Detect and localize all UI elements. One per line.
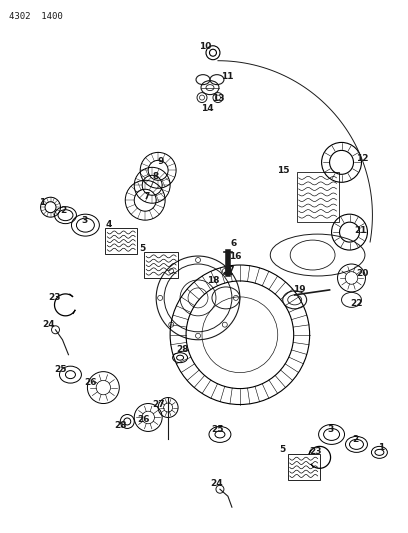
- Text: 6: 6: [231, 239, 237, 248]
- Text: 21: 21: [354, 225, 367, 235]
- Text: 24: 24: [211, 479, 223, 488]
- Text: 9: 9: [158, 157, 164, 166]
- Text: 2: 2: [60, 206, 67, 215]
- Text: 11: 11: [221, 72, 233, 81]
- Text: 14: 14: [201, 104, 213, 113]
- Text: 15: 15: [277, 166, 290, 175]
- Text: 25: 25: [212, 425, 224, 434]
- Text: 17: 17: [222, 266, 234, 276]
- Text: 2: 2: [353, 435, 359, 444]
- Text: 13: 13: [212, 94, 224, 103]
- Text: 28: 28: [114, 421, 126, 430]
- Bar: [288, 454, 319, 480]
- Text: 26: 26: [137, 415, 149, 424]
- Text: 22: 22: [350, 300, 363, 309]
- Text: 8: 8: [152, 172, 158, 181]
- Text: 23: 23: [48, 293, 61, 302]
- Text: 25: 25: [54, 365, 67, 374]
- Text: 10: 10: [199, 42, 211, 51]
- Text: 16: 16: [228, 252, 241, 261]
- Text: 28: 28: [176, 345, 188, 354]
- Text: 5: 5: [279, 445, 286, 454]
- Text: 4: 4: [105, 220, 111, 229]
- Text: 3: 3: [328, 425, 334, 434]
- Text: 1: 1: [378, 443, 384, 452]
- Text: 5: 5: [139, 244, 145, 253]
- Bar: [297, 172, 339, 222]
- Bar: [144, 252, 178, 278]
- Text: 1: 1: [40, 198, 46, 207]
- Text: 18: 18: [207, 277, 219, 286]
- Text: 12: 12: [356, 154, 369, 163]
- Text: 3: 3: [81, 216, 88, 224]
- Text: 7: 7: [143, 192, 149, 201]
- Bar: [105, 228, 137, 254]
- Text: 20: 20: [356, 270, 369, 278]
- Text: 23: 23: [309, 447, 322, 456]
- Text: 19: 19: [293, 285, 306, 294]
- Text: 24: 24: [42, 320, 55, 329]
- Text: 26: 26: [84, 378, 97, 387]
- Text: 27: 27: [152, 400, 164, 409]
- Text: 4302  1400: 4302 1400: [9, 12, 62, 21]
